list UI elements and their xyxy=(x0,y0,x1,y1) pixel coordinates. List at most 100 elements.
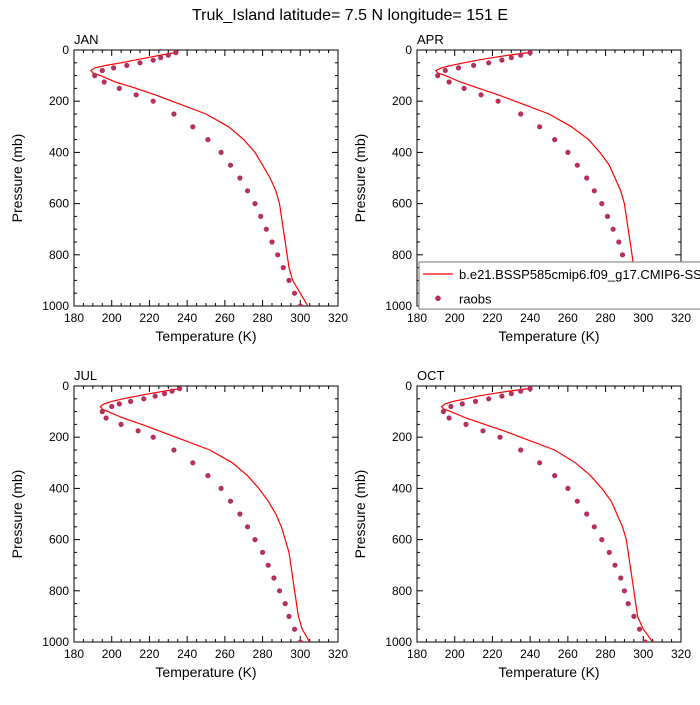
raobs-point xyxy=(133,92,139,98)
data-layer xyxy=(90,50,309,306)
x-tick-label: 320 xyxy=(328,311,348,325)
raobs-point xyxy=(116,401,122,407)
raobs-point xyxy=(455,65,462,71)
raobs-point xyxy=(642,639,648,642)
y-tick-label: 600 xyxy=(392,197,412,211)
y-tick-label: 0 xyxy=(62,43,69,57)
raobs-point xyxy=(124,62,130,68)
y-axis-label: Pressure (mb) xyxy=(352,134,368,223)
raobs-point xyxy=(621,588,628,594)
raobs-point xyxy=(269,239,275,245)
x-axis-label: Temperature (K) xyxy=(155,664,256,680)
x-tick-label: 200 xyxy=(445,311,465,325)
raobs-point xyxy=(265,562,271,568)
raobs-point xyxy=(116,85,122,91)
raobs-point xyxy=(619,252,626,258)
x-tick-label: 280 xyxy=(253,311,273,325)
model-profile-line xyxy=(434,52,652,306)
raobs-point xyxy=(446,415,452,421)
raobs-point xyxy=(169,388,175,394)
raobs-point xyxy=(286,613,292,620)
y-tick-label: 800 xyxy=(49,248,69,262)
raobs-point xyxy=(101,79,107,85)
y-tick-label: 800 xyxy=(392,248,412,262)
x-tick-label: 300 xyxy=(633,647,653,661)
raobs-point xyxy=(297,303,303,306)
raobs-point xyxy=(584,511,590,517)
model-profile-line xyxy=(99,388,311,642)
raobs-point xyxy=(244,524,251,530)
raobs-point xyxy=(227,498,234,504)
x-tick-label: 300 xyxy=(633,311,653,325)
y-tick-label: 0 xyxy=(405,43,412,57)
y-tick-label: 400 xyxy=(392,481,412,495)
raobs-point xyxy=(527,386,533,392)
raobs-point xyxy=(150,98,156,104)
y-tick-label: 400 xyxy=(49,481,69,495)
raobs-point xyxy=(537,460,543,466)
raobs-point xyxy=(275,252,281,258)
x-tick-label: 260 xyxy=(215,647,235,661)
raobs-point xyxy=(472,398,479,404)
plot-frame xyxy=(416,385,682,643)
x-tick-label: 320 xyxy=(671,647,691,661)
y-tick-label: 200 xyxy=(392,94,412,108)
y-tick-label: 0 xyxy=(62,379,69,393)
raobs-point xyxy=(258,213,264,219)
raobs-point xyxy=(190,124,196,130)
panel-label: JAN xyxy=(74,32,99,47)
raobs-point xyxy=(591,524,597,530)
panel-jul: 180 200 220 240 260 280 300 320 0 200 400 600 800 100… xyxy=(9,368,348,680)
legend-marker-swatch xyxy=(435,295,441,302)
x-tick-label: 220 xyxy=(482,647,502,661)
y-tick-label: 0 xyxy=(405,379,412,393)
x-tick-label: 280 xyxy=(596,647,616,661)
panel-label: JUL xyxy=(74,368,97,383)
raobs-point xyxy=(610,226,616,232)
raobs-point xyxy=(574,162,580,168)
raobs-point xyxy=(111,65,117,71)
model-profile-line xyxy=(440,388,654,642)
raobs-point xyxy=(171,447,177,453)
raobs-point xyxy=(118,421,124,427)
raobs-point xyxy=(280,265,286,271)
raobs-point xyxy=(480,428,486,434)
panel-oct: 180 200 220 240 260 280 300 320 0 200 400 600 800 100… xyxy=(352,368,691,680)
raobs-point xyxy=(552,473,558,479)
x-tick-label: 300 xyxy=(290,311,310,325)
raobs-point xyxy=(218,149,224,155)
x-tick-label: 240 xyxy=(177,647,197,661)
raobs-point xyxy=(218,485,224,491)
raobs-point xyxy=(135,428,141,434)
y-tick-label: 600 xyxy=(392,533,412,547)
raobs-point xyxy=(150,434,156,440)
raobs-point xyxy=(631,613,637,620)
raobs-point xyxy=(591,188,597,194)
y-tick-label: 200 xyxy=(49,430,69,444)
raobs-point xyxy=(552,137,558,143)
raobs-point xyxy=(99,409,105,415)
raobs-point xyxy=(171,111,177,117)
raobs-point xyxy=(599,537,605,543)
y-axis-label: Pressure (mb) xyxy=(9,470,25,559)
x-tick-label: 200 xyxy=(102,647,122,661)
y-tick-label: 1000 xyxy=(385,635,412,649)
x-tick-label: 320 xyxy=(328,647,348,661)
raobs-point xyxy=(260,549,266,556)
raobs-point xyxy=(461,85,467,91)
y-tick-label: 1000 xyxy=(42,635,69,649)
x-tick-label: 280 xyxy=(253,647,273,661)
x-tick-label: 280 xyxy=(596,311,616,325)
plot-frame xyxy=(73,49,339,307)
x-tick-label: 260 xyxy=(558,311,578,325)
raobs-point xyxy=(292,290,298,296)
y-axis-label: Pressure (mb) xyxy=(352,470,368,559)
raobs-point xyxy=(227,162,234,168)
legend-obs-label: raobs xyxy=(459,291,492,306)
y-tick-label: 800 xyxy=(49,584,69,598)
raobs-point xyxy=(565,485,571,491)
raobs-point xyxy=(440,409,446,415)
y-tick-label: 200 xyxy=(49,94,69,108)
